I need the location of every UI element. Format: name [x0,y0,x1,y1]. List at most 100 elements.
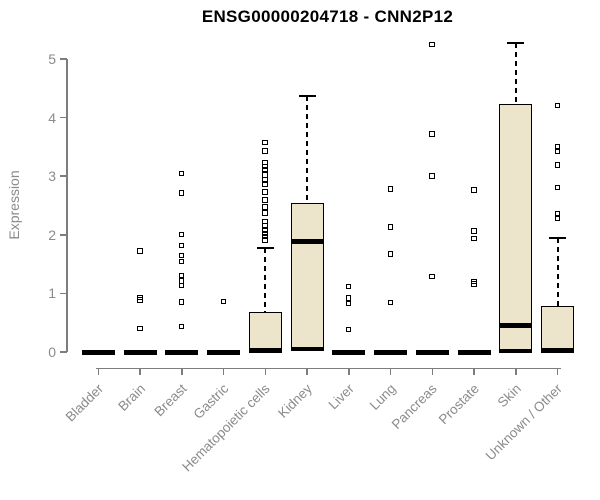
outlier-point [387,251,394,257]
outlier-point [262,227,268,233]
outlier-point [262,218,268,225]
outlier-point [345,326,352,333]
outlier-point [387,299,394,306]
outlier-point [262,230,268,237]
x-axis-tick [264,368,267,375]
outlier-point [554,215,561,222]
outlier-point [429,173,435,179]
outlier-point [262,204,268,210]
median-line [457,349,491,355]
y-axis-tick [59,234,67,236]
whisker-cap [507,42,525,45]
whisker-line [514,43,517,105]
y-axis-line [66,59,68,352]
x-tick-label: Bladder [62,381,106,425]
median-line [123,349,157,355]
y-axis-tick [59,116,67,119]
outlier-point [178,252,185,259]
outlier-point [429,41,435,48]
box-bottom-edge [290,347,324,352]
box-bottom-edge [499,349,533,353]
x-tick-label: Breast [151,381,190,420]
outlier-point [387,186,394,192]
outlier-point [137,297,143,303]
outlier-point [554,162,561,168]
x-tick-label: Lung [366,381,399,413]
median-line [541,347,575,353]
outlier-point [387,224,394,230]
outlier-point [262,233,268,240]
chart-title: ENSG00000204718 - CNN2P12 [201,7,454,26]
y-axis-tick [59,292,67,295]
y-tick-label: 3 [48,168,56,185]
outlier-point [178,170,185,177]
outlier-point [178,190,185,196]
y-axis-tick [59,175,67,177]
x-axis-tick [431,368,434,375]
y-axis-tick [59,351,67,353]
outlier-point [137,325,143,332]
outlier-point [178,242,185,249]
median-line [207,349,241,355]
x-tick-label: Unknown / Other [482,381,566,464]
outlier-point [471,228,477,234]
x-tick-label: Kidney [274,381,315,421]
x-tick-label: Brain [114,381,148,414]
x-tick-label: Gastric [190,381,232,422]
x-tick-label: Skin [494,381,524,411]
outlier-point [554,148,561,155]
outlier-point [262,176,268,183]
outlier-point [262,223,268,229]
x-axis-tick [139,368,141,375]
outlier-point [345,295,352,301]
box-body [248,312,282,352]
median-line [290,239,324,245]
outlier-point [137,248,143,254]
outlier-point [554,210,561,217]
x-axis-line [96,367,561,369]
whisker-line [264,248,267,313]
x-axis-tick [97,368,100,375]
x-axis-tick [515,368,517,375]
outlier-point [262,197,268,203]
outlier-point [471,281,477,287]
outlier-point [429,273,435,280]
outlier-point [220,298,227,305]
y-tick-label: 0 [48,344,56,360]
y-tick-label: 2 [48,226,56,243]
outlier-point [471,187,477,193]
x-axis-tick [306,368,308,375]
outlier-point [471,235,477,242]
y-tick-label: 1 [48,285,56,302]
x-tick-label: Prostate [435,381,482,428]
outlier-point [262,189,268,195]
x-axis-tick [389,368,392,375]
x-axis-tick [473,368,475,375]
outlier-point [262,163,268,170]
y-axis-tick [59,58,67,60]
x-axis-tick [181,368,183,375]
outlier-point [178,272,185,279]
median-line [499,322,533,328]
x-axis-tick [348,368,350,375]
whisker-cap [549,236,567,239]
median-line [248,348,282,354]
median-line [81,349,115,355]
outlier-point [554,102,561,109]
whisker-line [306,95,309,204]
outlier-point [345,300,352,307]
box-body [499,104,533,352]
outlier-point [137,294,143,300]
whisker-cap [256,247,274,250]
outlier-point [262,166,268,173]
box-body [541,306,575,352]
x-axis-tick [222,368,225,375]
outlier-point [429,131,435,137]
x-tick-label: Liver [325,381,357,413]
outlier-point [262,148,268,154]
outlier-point [178,299,185,305]
outlier-point [262,181,268,188]
median-line [415,349,449,355]
x-axis-tick [556,368,559,375]
